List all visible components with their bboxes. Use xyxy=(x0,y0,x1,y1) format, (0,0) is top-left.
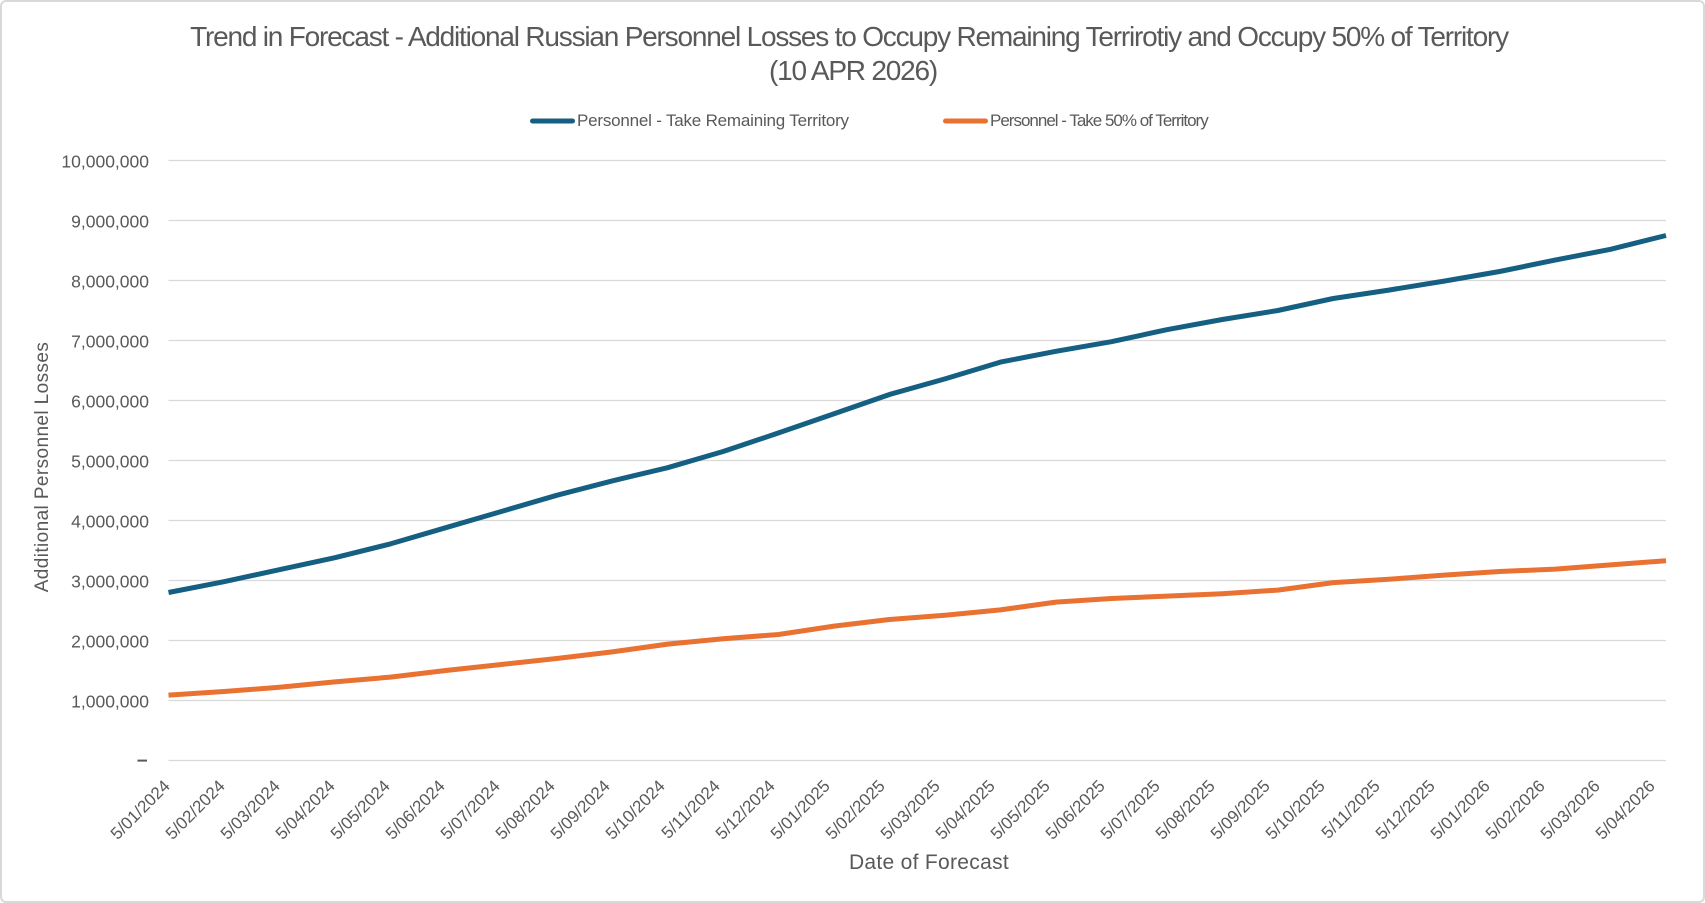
svg-text:5/09/2025: 5/09/2025 xyxy=(1207,776,1274,843)
svg-text:(10 APR 2026): (10 APR 2026) xyxy=(769,55,937,86)
svg-text:6,000,000: 6,000,000 xyxy=(71,392,149,412)
svg-text:5,000,000: 5,000,000 xyxy=(71,452,149,472)
svg-text:5/09/2024: 5/09/2024 xyxy=(547,776,614,843)
svg-text:7,000,000: 7,000,000 xyxy=(71,332,149,352)
svg-text:5/01/2026: 5/01/2026 xyxy=(1427,776,1494,843)
svg-text:2,000,000: 2,000,000 xyxy=(71,632,149,652)
svg-text:Date of Forecast: Date of Forecast xyxy=(849,851,1009,874)
svg-text:5/05/2024: 5/05/2024 xyxy=(327,776,394,843)
svg-text:1,000,000: 1,000,000 xyxy=(71,692,149,712)
svg-text:5/01/2024: 5/01/2024 xyxy=(107,776,174,843)
svg-text:3,000,000: 3,000,000 xyxy=(71,572,149,592)
svg-text:5/08/2024: 5/08/2024 xyxy=(492,776,559,843)
svg-text:5/02/2025: 5/02/2025 xyxy=(822,776,889,843)
svg-text:5/06/2025: 5/06/2025 xyxy=(1042,776,1109,843)
svg-text:5/04/2024: 5/04/2024 xyxy=(272,776,339,843)
svg-text:Trend in Forecast - Additional: Trend in Forecast - Additional Russian P… xyxy=(190,21,1509,52)
svg-text:Personnel - Take Remaining Ter: Personnel - Take Remaining Territory xyxy=(577,111,850,130)
svg-text:5/06/2024: 5/06/2024 xyxy=(382,776,449,843)
svg-text:5/10/2024: 5/10/2024 xyxy=(602,776,669,843)
svg-text:8,000,000: 8,000,000 xyxy=(71,272,149,292)
svg-text:5/02/2024: 5/02/2024 xyxy=(162,776,229,843)
svg-text:5/03/2024: 5/03/2024 xyxy=(217,776,284,843)
svg-text:5/08/2025: 5/08/2025 xyxy=(1152,776,1219,843)
svg-text:5/03/2026: 5/03/2026 xyxy=(1537,776,1604,843)
svg-text:5/02/2026: 5/02/2026 xyxy=(1482,776,1549,843)
svg-text:5/04/2026: 5/04/2026 xyxy=(1592,776,1659,843)
svg-text:10,000,000: 10,000,000 xyxy=(61,152,149,172)
svg-text:5/01/2025: 5/01/2025 xyxy=(767,776,834,843)
svg-text:5/07/2024: 5/07/2024 xyxy=(437,776,504,843)
svg-text:9,000,000: 9,000,000 xyxy=(71,212,149,232)
svg-text:5/04/2025: 5/04/2025 xyxy=(932,776,999,843)
svg-text:Personnel - Take 50% of Territ: Personnel - Take 50% of Territory xyxy=(990,111,1209,130)
svg-text:5/12/2024: 5/12/2024 xyxy=(712,776,779,843)
svg-text:5/03/2025: 5/03/2025 xyxy=(877,776,944,843)
svg-text:5/05/2025: 5/05/2025 xyxy=(987,776,1054,843)
svg-text:4,000,000: 4,000,000 xyxy=(71,512,149,532)
svg-text:5/10/2025: 5/10/2025 xyxy=(1262,776,1329,843)
svg-text:Additional Personnel Losses: Additional Personnel Losses xyxy=(32,342,53,593)
svg-text:5/07/2025: 5/07/2025 xyxy=(1097,776,1164,843)
svg-text:5/12/2025: 5/12/2025 xyxy=(1372,776,1439,843)
